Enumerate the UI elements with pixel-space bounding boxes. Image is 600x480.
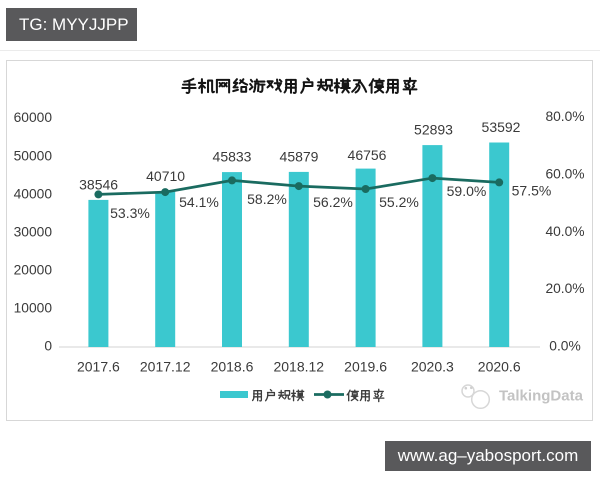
svg-text:2019.6: 2019.6	[344, 359, 387, 375]
svg-text:45879: 45879	[280, 149, 319, 165]
svg-text:2020.6: 2020.6	[478, 359, 521, 375]
svg-text:10000: 10000	[14, 301, 53, 316]
svg-text:2018.6: 2018.6	[211, 359, 254, 375]
svg-text:2020.3: 2020.3	[411, 359, 454, 375]
svg-text:60000: 60000	[14, 110, 53, 125]
svg-text:20.0%: 20.0%	[545, 281, 584, 296]
svg-text:40.0%: 40.0%	[545, 224, 584, 239]
svg-text:55.2%: 55.2%	[379, 194, 419, 210]
svg-text:38546: 38546	[79, 177, 118, 193]
svg-text:59.0%: 59.0%	[447, 183, 487, 199]
svg-text:56.2%: 56.2%	[313, 194, 353, 210]
svg-text:2017.12: 2017.12	[140, 359, 191, 375]
svg-text:58.2%: 58.2%	[247, 191, 287, 207]
svg-text:53.3%: 53.3%	[110, 205, 150, 221]
svg-text:40710: 40710	[146, 168, 185, 184]
svg-text:54.1%: 54.1%	[179, 194, 219, 210]
svg-text:40000: 40000	[14, 186, 53, 201]
svg-text:80.0%: 80.0%	[545, 109, 584, 124]
svg-text:2017.6: 2017.6	[77, 359, 120, 375]
svg-text:TalkingData: TalkingData	[499, 388, 584, 405]
svg-text:46756: 46756	[348, 147, 387, 163]
svg-text:2018.12: 2018.12	[273, 359, 324, 375]
svg-text:60.0%: 60.0%	[545, 167, 584, 182]
svg-text:0.0%: 0.0%	[549, 339, 580, 354]
svg-text:53592: 53592	[482, 119, 521, 135]
svg-text:50000: 50000	[14, 148, 53, 163]
svg-text:52893: 52893	[414, 122, 453, 138]
svg-text:30000: 30000	[14, 224, 53, 239]
svg-text:0: 0	[44, 339, 52, 354]
svg-text:45833: 45833	[213, 149, 252, 165]
svg-text:57.5%: 57.5%	[512, 182, 552, 198]
svg-text:20000: 20000	[14, 262, 53, 277]
